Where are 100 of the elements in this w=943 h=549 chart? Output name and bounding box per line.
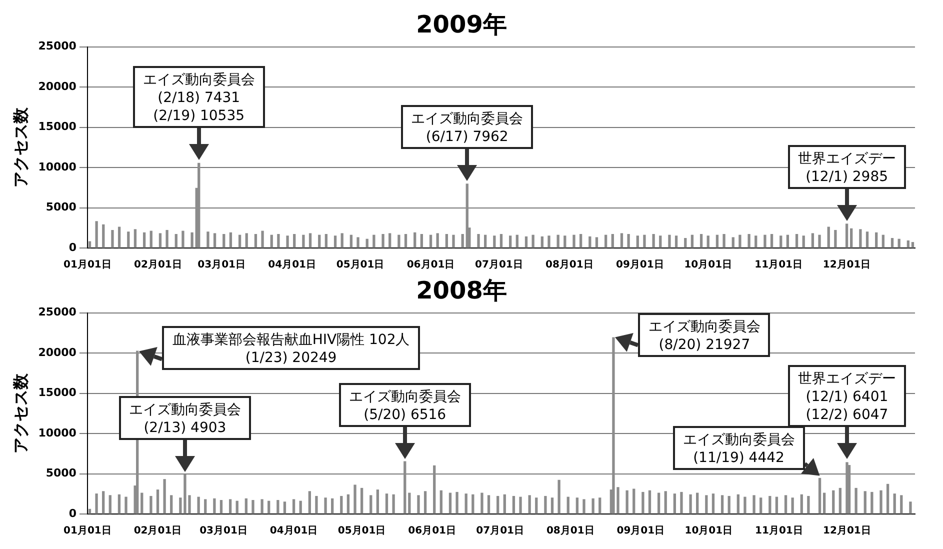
bar xyxy=(324,234,328,248)
bar xyxy=(360,488,364,514)
bar xyxy=(315,496,318,514)
bar xyxy=(906,240,910,248)
bar xyxy=(674,236,678,248)
x-tick-label: 12月01日 xyxy=(822,260,871,271)
x-tick-label: 11月01日 xyxy=(755,526,803,537)
bar xyxy=(118,494,121,514)
bar xyxy=(111,230,114,248)
bar xyxy=(308,233,312,248)
bar xyxy=(519,496,522,514)
bar xyxy=(88,508,92,514)
bar xyxy=(190,232,194,248)
bar xyxy=(722,234,726,248)
x-tick-label: 10月01日 xyxy=(684,526,733,537)
bar xyxy=(487,495,490,514)
bar xyxy=(238,234,242,248)
bar xyxy=(768,496,772,514)
bar xyxy=(197,496,200,514)
bar xyxy=(802,236,805,248)
bar xyxy=(404,461,406,514)
bar xyxy=(372,234,376,248)
bar xyxy=(566,496,570,514)
x-tick-label: 01月01日 xyxy=(64,526,112,537)
y-tick-label: 15000 xyxy=(38,386,77,400)
bar xyxy=(558,480,560,514)
bar xyxy=(503,494,506,514)
bar xyxy=(859,229,862,248)
bar xyxy=(770,234,774,248)
bar xyxy=(512,496,516,514)
bar xyxy=(659,236,662,248)
bar xyxy=(252,500,254,514)
bar xyxy=(286,236,289,248)
bar xyxy=(206,232,210,248)
y-tick-label: 25000 xyxy=(38,306,77,319)
bar xyxy=(509,236,512,248)
bar xyxy=(864,491,866,514)
bar xyxy=(524,236,528,248)
bar xyxy=(822,492,826,514)
bar xyxy=(293,234,296,248)
y-tick-label: 5000 xyxy=(46,200,77,214)
bar xyxy=(720,495,724,514)
y-tick-label: 0 xyxy=(68,506,77,520)
bar xyxy=(909,502,912,514)
bar xyxy=(318,234,321,248)
bar xyxy=(388,233,392,248)
x-tick-label: 03月01日 xyxy=(200,526,248,537)
bar xyxy=(626,490,628,514)
x-tick-label: 05月01日 xyxy=(338,526,386,537)
bar xyxy=(445,234,448,248)
bar xyxy=(170,495,173,514)
bar xyxy=(376,490,379,514)
bar xyxy=(433,465,436,514)
bar xyxy=(174,234,178,248)
y-tick-label: 10000 xyxy=(38,160,77,174)
bar xyxy=(668,234,671,248)
bar xyxy=(834,230,837,248)
bar xyxy=(429,234,432,248)
bar xyxy=(642,492,644,514)
bar xyxy=(270,234,273,248)
bar xyxy=(827,226,830,248)
bar xyxy=(261,230,264,248)
bar xyxy=(848,465,851,514)
bar xyxy=(540,236,544,248)
bar xyxy=(124,496,128,514)
bar xyxy=(356,237,360,248)
bar xyxy=(292,499,296,514)
bar xyxy=(775,496,778,514)
chart-title: 2008年 xyxy=(416,276,507,305)
bar xyxy=(260,499,264,514)
bar xyxy=(548,236,550,248)
bar xyxy=(764,234,766,248)
bar xyxy=(791,498,794,514)
bar xyxy=(229,232,232,248)
bar xyxy=(850,228,853,248)
bar xyxy=(268,500,270,514)
bar xyxy=(632,488,636,514)
bar xyxy=(127,232,130,248)
annotation: エイズ動向委員会 (2/13) 4903 xyxy=(128,400,242,437)
annotation: 血液事業部会報告献血HIV陽性 102人 (1/23) 20249 xyxy=(171,331,411,368)
bar xyxy=(754,236,758,248)
bar xyxy=(890,238,894,248)
bar xyxy=(736,494,740,514)
bar xyxy=(140,492,144,514)
bar xyxy=(832,490,835,514)
bar xyxy=(576,498,579,514)
bar xyxy=(420,234,423,248)
bar xyxy=(408,492,411,514)
bar xyxy=(636,236,639,248)
x-tick-label: 06月01日 xyxy=(408,526,456,537)
bar xyxy=(818,234,821,248)
bar xyxy=(738,234,742,248)
bar xyxy=(366,238,368,248)
bar xyxy=(150,496,152,514)
y-tick-label: 15000 xyxy=(38,120,77,134)
bar xyxy=(744,496,746,514)
bar xyxy=(556,234,560,248)
bar xyxy=(712,494,715,514)
bar xyxy=(882,234,884,248)
bar xyxy=(163,479,166,514)
